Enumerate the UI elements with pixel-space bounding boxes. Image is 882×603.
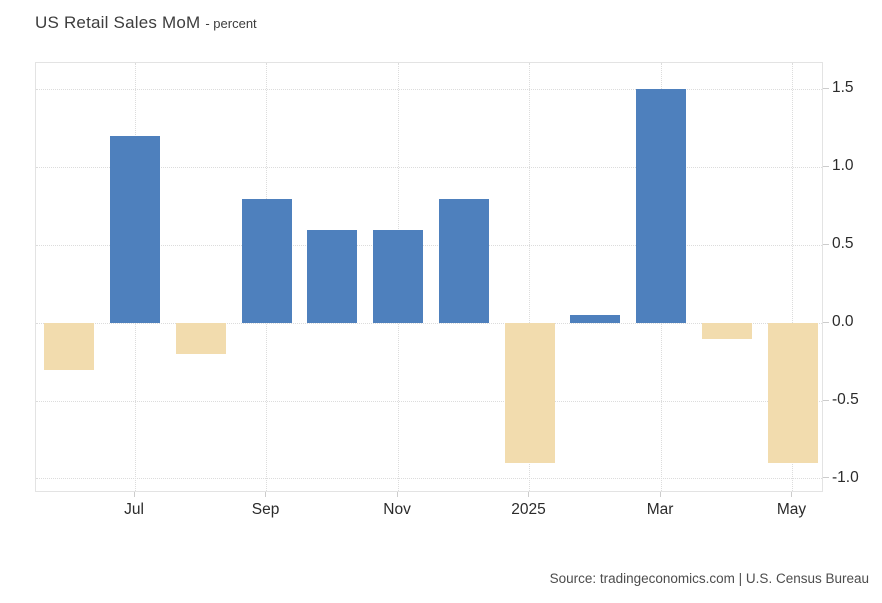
x-axis-tick [396, 492, 398, 497]
bar-jul-2024[interactable] [110, 136, 161, 324]
y-axis-tick [823, 399, 829, 401]
y-gridline [36, 244, 822, 246]
x-axis-tick [265, 492, 267, 497]
y-gridline [36, 322, 822, 324]
y-gridline [36, 478, 822, 480]
y-gridline [36, 400, 822, 402]
bar-sep-2024[interactable] [241, 198, 292, 324]
bar-jun-2024[interactable] [44, 323, 95, 370]
y-axis-tick [823, 477, 829, 479]
y-axis-label: 0.0 [832, 313, 854, 331]
chart-title: US Retail Sales MoM - percent [35, 13, 257, 33]
x-axis-tick [528, 492, 530, 497]
bar-oct-2024[interactable] [307, 229, 358, 324]
y-axis-tick [823, 321, 829, 323]
x-axis-label: Sep [251, 501, 280, 518]
x-gridline [792, 63, 794, 491]
x-axis-label: 2025 [511, 501, 546, 518]
y-axis-label: 1.0 [832, 157, 854, 175]
x-axis-tick [659, 492, 661, 497]
bar-apr-2025[interactable] [701, 323, 752, 339]
x-axis-label: Jul [124, 501, 144, 518]
chart-title-text: US Retail Sales MoM [35, 13, 201, 32]
x-axis-tick [791, 492, 793, 497]
y-gridline [36, 88, 822, 90]
bar-jan-2025[interactable] [504, 323, 555, 464]
y-axis-label: -0.5 [832, 391, 859, 409]
bar-feb-2025[interactable] [570, 315, 621, 324]
y-axis-tick [823, 87, 829, 89]
x-axis: Jul Sep Nov 2025 Mar May [35, 492, 823, 526]
plot-area [35, 62, 823, 492]
source-attribution: Source: tradingeconomics.com | U.S. Cens… [549, 571, 869, 586]
bar-aug-2024[interactable] [175, 323, 226, 355]
bar-mar-2025[interactable] [636, 89, 687, 324]
x-gridline [529, 63, 531, 491]
x-axis-label: Mar [646, 501, 674, 518]
bar-nov-2024[interactable] [373, 229, 424, 324]
y-axis-label: -1.0 [832, 468, 859, 486]
y-gridline [36, 166, 822, 168]
y-axis-label: 1.5 [832, 79, 854, 97]
y-axis-tick [823, 243, 829, 245]
bar-dec-2024[interactable] [438, 198, 489, 324]
y-axis-label: 0.5 [832, 235, 854, 253]
chart-subtitle-text: - percent [205, 16, 257, 31]
x-axis-label: Nov [383, 501, 411, 518]
y-axis: 1.5 1.0 0.5 0.0 -0.5 -1.0 [823, 62, 882, 492]
x-axis-label: May [776, 501, 807, 518]
y-axis-tick [823, 165, 829, 167]
x-axis-tick [133, 492, 135, 497]
bar-may-2025[interactable] [767, 323, 818, 464]
